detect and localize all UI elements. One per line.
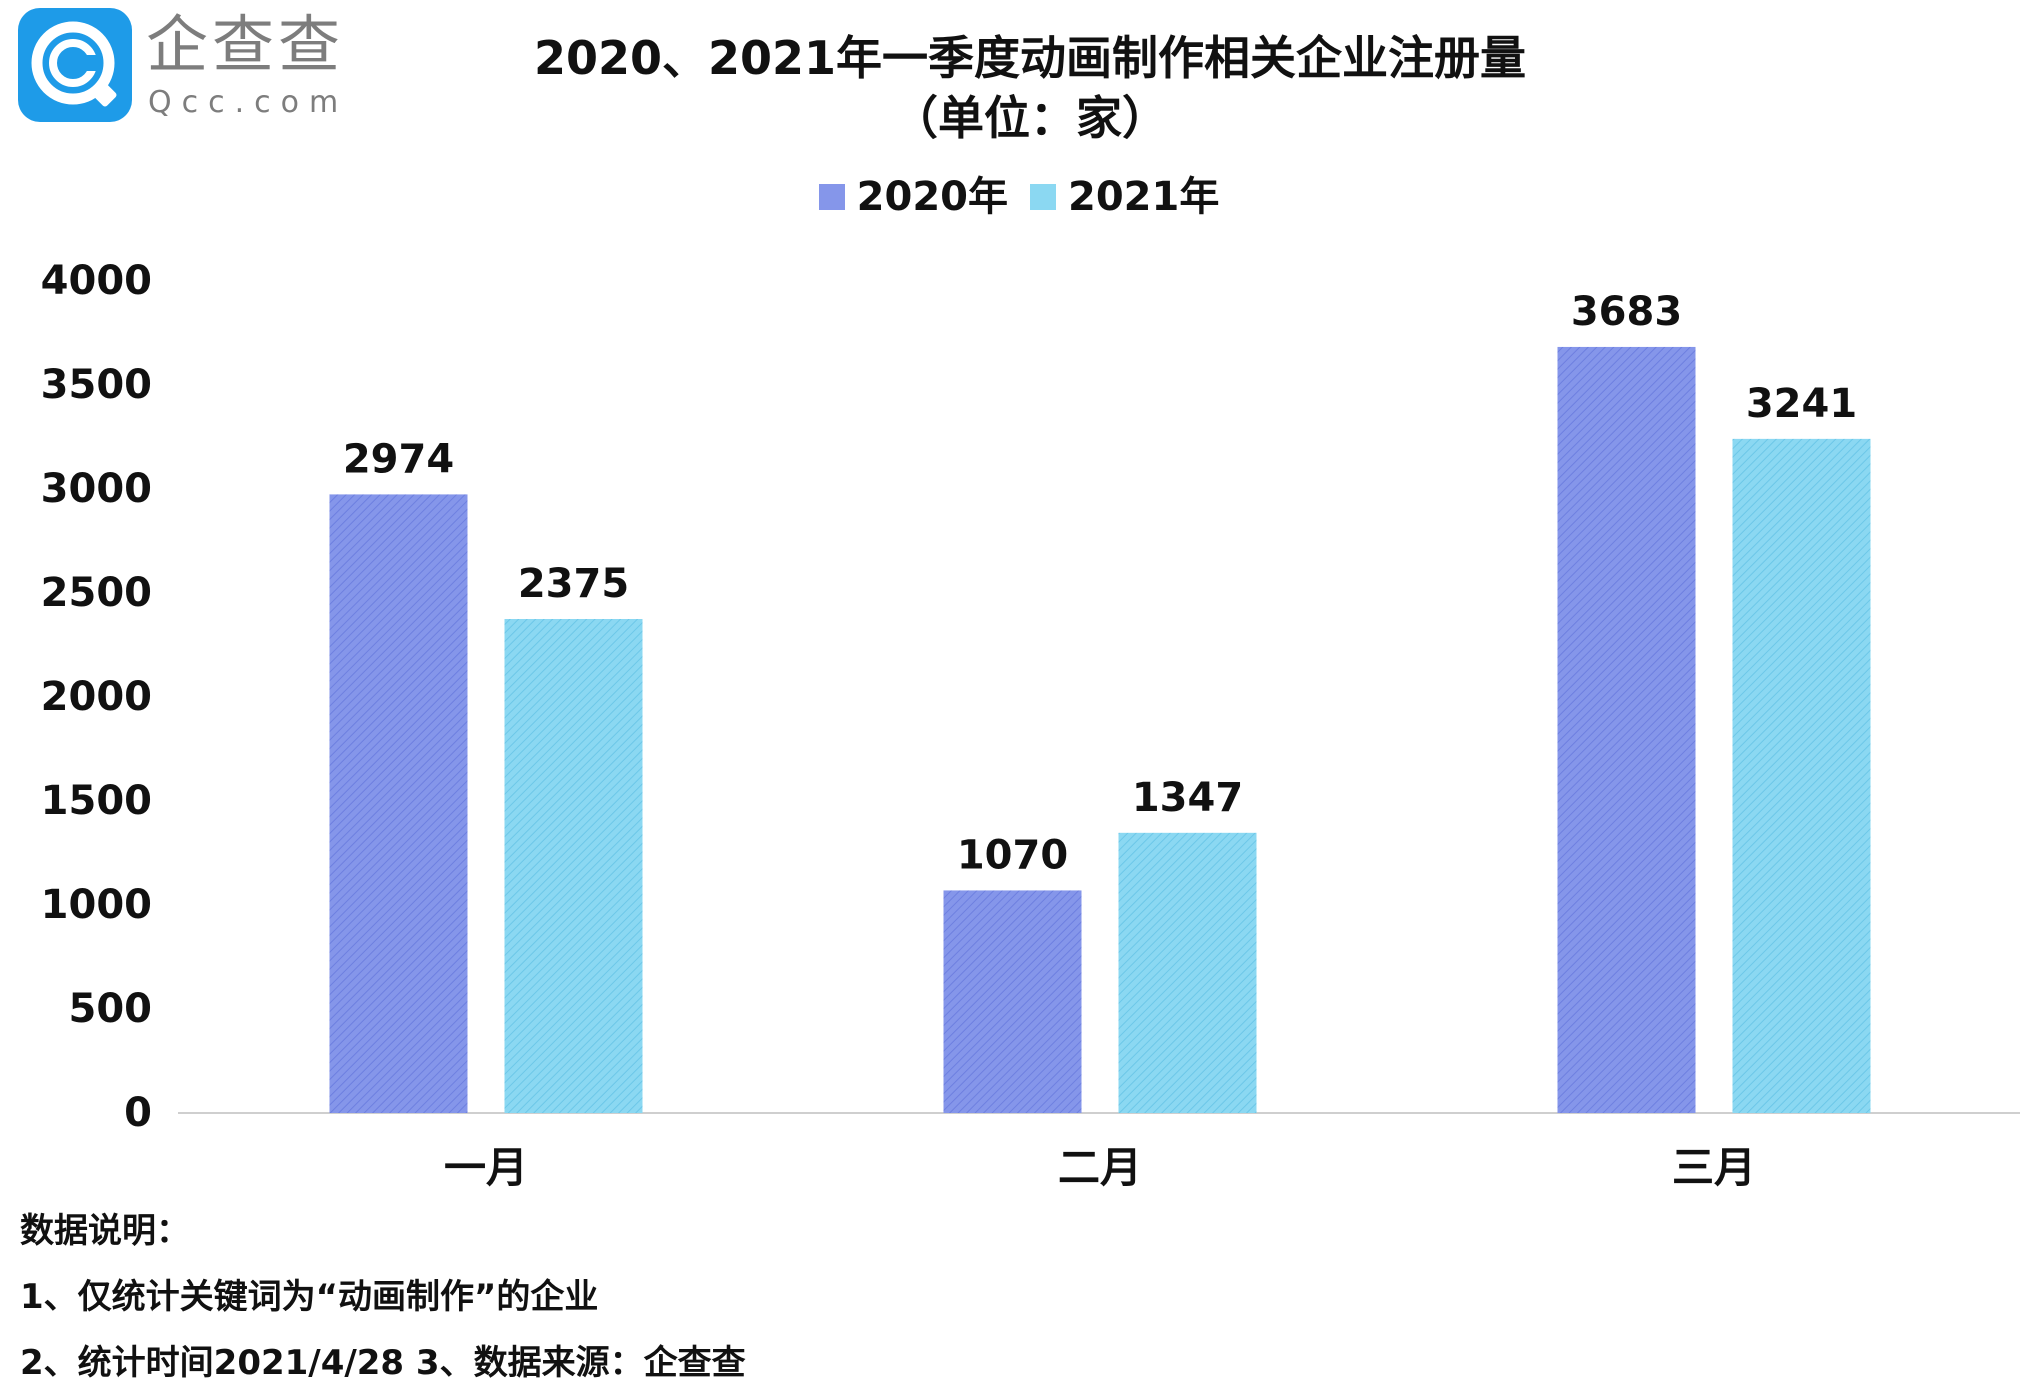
bar-2021年-三月	[1732, 438, 1871, 1113]
bar-value-labels: 2974 1070 3683 2375 1347 3241	[343, 289, 1857, 879]
chart-legend: 2020年 2021年	[0, 172, 2038, 222]
note-line-1: 1、仅统计关键词为“动画制作”的企业	[20, 1277, 599, 1317]
y-tick-label-3000: 3000	[41, 466, 152, 512]
bar-label-2020年-一月: 2974	[343, 436, 454, 482]
y-tick-label-2500: 2500	[41, 570, 152, 616]
legend-item-2021: 2021年	[1030, 172, 1219, 222]
x-tick-label-二月: 二月	[1058, 1143, 1142, 1192]
qcc-logo: 企查查 Qcc.com	[18, 8, 378, 128]
bar-label-2021年-一月: 2375	[518, 561, 629, 607]
qcc-logo-icon	[31, 21, 117, 107]
legend-label-2021: 2021年	[1068, 174, 1220, 220]
x-tick-label-三月: 三月	[1672, 1143, 1756, 1192]
bar-2020年-二月	[943, 890, 1082, 1113]
qcc-logo-mark	[18, 8, 132, 122]
y-tick-label-2000: 2000	[41, 674, 152, 720]
y-tick-label-500: 500	[69, 986, 153, 1032]
legend-item-2020: 2020年	[818, 172, 1008, 222]
bar-label-2020年-三月: 3683	[1571, 289, 1682, 335]
legend-swatch-2021	[1030, 184, 1056, 210]
bar-chart: 0 500 1000 1500 2000 2500 3000 3500 4000 2974 107…	[41, 258, 2020, 1192]
y-tick-label-0: 0	[124, 1090, 152, 1136]
bar-2020年-三月	[1557, 346, 1696, 1113]
y-axis-ticks: 0 500 1000 1500 2000 2500 3000 3500 4000	[41, 258, 152, 1136]
notes-heading: 数据说明：	[20, 1211, 190, 1251]
qcc-logo-domain: Qcc.com	[148, 85, 349, 120]
chart-subtitle: （单位：家）	[892, 91, 1168, 145]
y-tick-label-1500: 1500	[41, 778, 152, 824]
bar-2021年-二月	[1118, 832, 1257, 1113]
data-notes: 数据说明： 1、仅统计关键词为“动画制作”的企业 2、统计时间2021/4/28…	[20, 1198, 746, 1396]
x-axis-ticks: 一月 二月 三月	[444, 1143, 1756, 1192]
chart-title: 2020、2021年一季度动画制作相关企业注册量	[533, 31, 1527, 85]
legend-swatch-2020	[818, 184, 845, 210]
qcc-logo-name: 企查查	[146, 8, 345, 81]
x-tick-label-一月: 一月	[444, 1143, 528, 1192]
legend-label-2020: 2020年	[856, 174, 1008, 220]
bars	[329, 346, 1871, 1114]
bar-2021年-一月	[504, 619, 643, 1113]
y-tick-label-3500: 3500	[41, 362, 152, 408]
bar-label-2021年-三月: 3241	[1746, 381, 1857, 427]
y-tick-label-1000: 1000	[41, 882, 152, 928]
note-line-2: 2、统计时间2021/4/28 3、数据来源：企查查	[20, 1343, 746, 1383]
y-tick-label-4000: 4000	[41, 258, 152, 304]
bar-2020年-一月	[329, 494, 468, 1114]
bar-label-2020年-二月: 1070	[957, 832, 1068, 878]
bar-label-2021年-二月: 1347	[1132, 775, 1243, 821]
